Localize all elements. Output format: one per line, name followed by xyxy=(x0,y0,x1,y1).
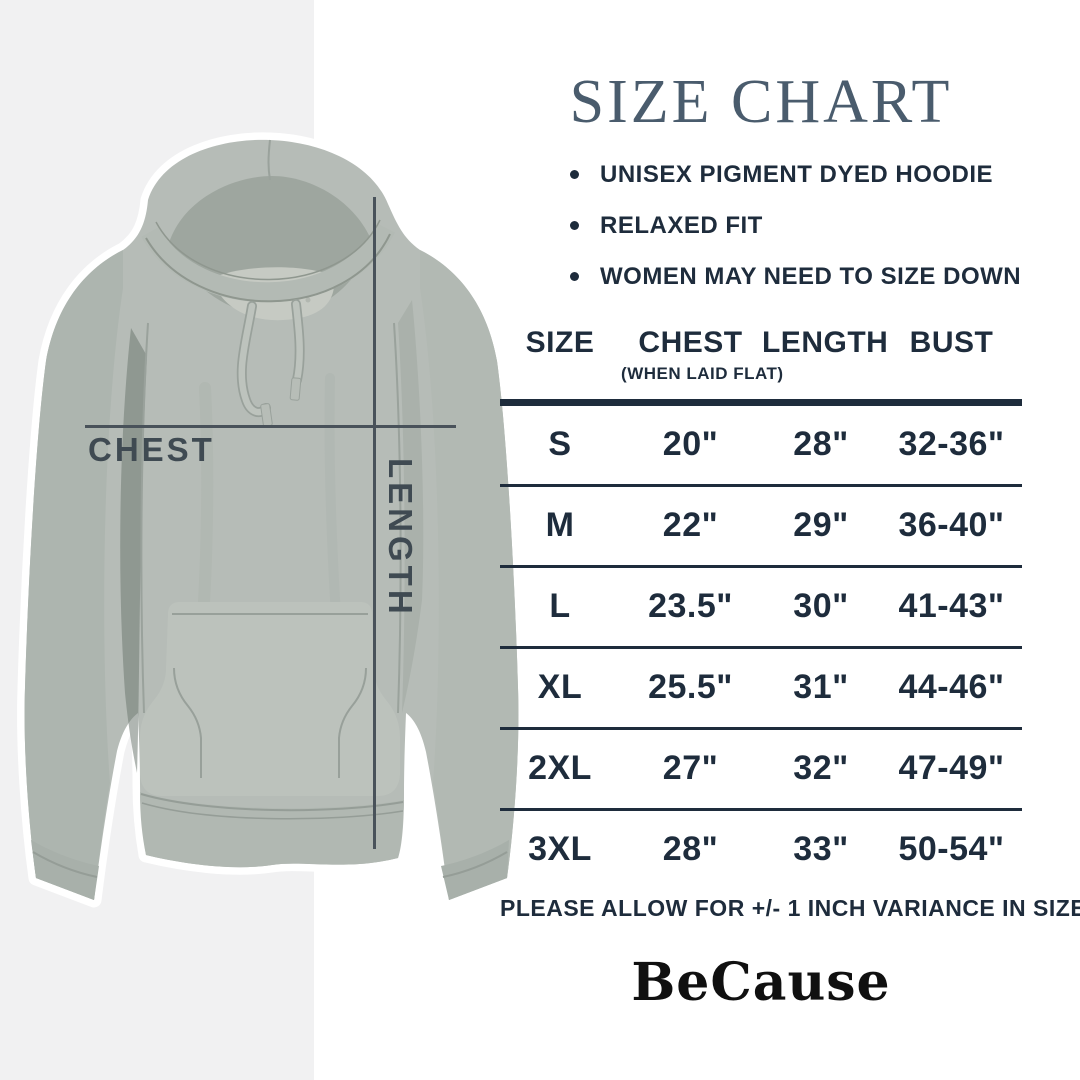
column-header-size: SIZE xyxy=(500,317,621,406)
list-item: WOMEN MAY NEED TO SIZE DOWN xyxy=(570,262,1022,292)
size-chart-panel: SIZE CHART UNISEX PIGMENT DYED HOODIE RE… xyxy=(500,0,1080,1013)
list-item: UNISEX PIGMENT DYED HOODIE xyxy=(570,160,1022,190)
size-cell: 3XL xyxy=(528,830,592,869)
bullet-icon xyxy=(570,170,579,180)
length-cell: 30" xyxy=(760,566,882,649)
list-item: RELAXED FIT xyxy=(570,211,1022,241)
hoodie-photo xyxy=(17,132,526,908)
length-cell: 28" xyxy=(760,402,882,487)
chest-cell: 20" xyxy=(620,402,761,487)
bust-cell: 44-46" xyxy=(881,647,1022,730)
length-cell: 31" xyxy=(760,647,882,730)
feature-text: UNISEX PIGMENT DYED HOODIE xyxy=(600,160,994,188)
feature-list: UNISEX PIGMENT DYED HOODIE RELAXED FIT W… xyxy=(500,160,1022,292)
length-cell: 29" xyxy=(760,485,882,568)
chest-measure-label: CHEST xyxy=(88,431,215,468)
brand-logo: BeCause xyxy=(631,951,891,1013)
chest-measure-line xyxy=(85,425,456,428)
chest-subnote: (WHEN LAID FLAT) xyxy=(621,363,784,383)
length-cell: 33" xyxy=(793,830,849,869)
chest-cell: 27" xyxy=(620,728,761,811)
size-cell: S xyxy=(500,402,621,487)
bust-cell: 41-43" xyxy=(881,566,1022,649)
size-table: SIZE CHEST (WHEN LAID FLAT) LENGTH BUST xyxy=(500,317,1022,889)
length-measure-label: LENGTH xyxy=(382,458,419,618)
column-header-bust: BUST xyxy=(881,317,1022,406)
table-row: S 20" 28" 32-36" xyxy=(500,402,1022,487)
bullet-icon xyxy=(570,272,579,282)
size-cell: M xyxy=(500,485,621,568)
variance-note: PLEASE ALLOW FOR +/- 1 INCH VARIANCE IN … xyxy=(500,894,1080,921)
chest-cell: 22" xyxy=(620,485,761,568)
length-measure-line xyxy=(373,197,376,849)
table-row: 2XL 27" 32" 47-49" xyxy=(500,728,1022,811)
size-cell: 2XL xyxy=(500,728,621,811)
bullet-icon xyxy=(570,221,579,231)
feature-text: RELAXED FIT xyxy=(600,211,763,239)
size-cell: L xyxy=(500,566,621,649)
chest-cell: 25.5" xyxy=(620,647,761,730)
size-cell: XL xyxy=(500,647,621,730)
bust-cell: 50-54" xyxy=(898,830,1005,869)
chest-cell: 28" xyxy=(662,830,719,869)
table-row: XL 25.5" 31" 44-46" xyxy=(500,647,1022,730)
column-header-chest: CHEST (WHEN LAID FLAT) xyxy=(620,317,784,406)
bust-cell: 36-40" xyxy=(881,485,1022,568)
table-row: L 23.5" 30" 41-43" xyxy=(500,566,1022,649)
bust-cell: 32-36" xyxy=(881,402,1022,487)
column-header-length: LENGTH xyxy=(760,317,888,406)
feature-text: WOMEN MAY NEED TO SIZE DOWN xyxy=(600,262,1022,290)
bust-cell: 47-49" xyxy=(881,728,1022,811)
table-row: 3XL 28" 33" 50-54" xyxy=(500,809,1022,889)
table-row: M 22" 29" 36-40" xyxy=(500,485,1022,568)
page-title: SIZE CHART xyxy=(569,68,953,136)
chest-cell: 23.5" xyxy=(620,566,761,649)
table-header-row: SIZE CHEST (WHEN LAID FLAT) LENGTH BUST xyxy=(500,317,1022,406)
length-cell: 32" xyxy=(760,728,882,811)
